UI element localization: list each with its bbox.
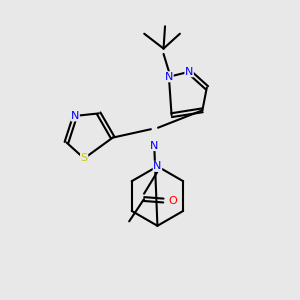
Text: N: N (185, 67, 193, 77)
Text: N: N (150, 140, 159, 151)
Text: O: O (168, 196, 177, 206)
Text: S: S (81, 153, 88, 164)
Text: N: N (165, 72, 173, 82)
Text: N: N (71, 111, 79, 121)
Text: N: N (153, 161, 162, 171)
